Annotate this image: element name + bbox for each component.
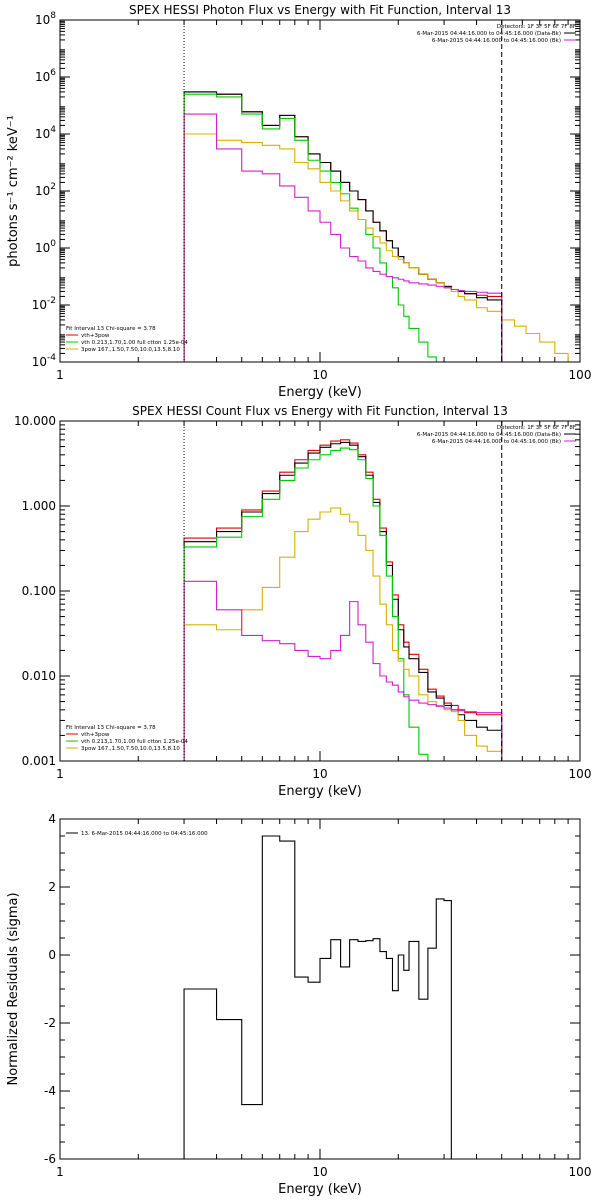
- series-vth: [183, 447, 429, 761]
- data-series: [183, 439, 503, 761]
- legend-entry: vth 0.213,1.70,1.00 full ctton 1.25e-04: [81, 340, 188, 346]
- plot-frame: [59, 420, 581, 762]
- legend-entry: 3pow 167.,1.50,7.50,10.0,13.5,8.10: [81, 746, 180, 752]
- y-tick-exponent: -4: [47, 353, 56, 363]
- y-axis-label: Normalized Residuals (sigma): [6, 892, 21, 1085]
- legend-entry: vth+3pow: [81, 333, 110, 339]
- legend-entry: vth 0.213,1.70,1.00 full ctton 1.25e-04: [81, 739, 188, 745]
- x-axis-label: Energy (keV): [278, 385, 362, 400]
- y-tick-exponent: -2: [47, 296, 56, 306]
- legend-header: Fit Interval 13 Chi-square = 3.78: [66, 725, 156, 731]
- y-tick-label: 2: [48, 880, 56, 894]
- y-tick-label: -4: [44, 1084, 56, 1098]
- y-tick-label: 100: [35, 239, 56, 255]
- y-tick-base: 10: [32, 298, 47, 312]
- x-tick-label: 100: [569, 368, 592, 382]
- x-tick-label: 10: [312, 767, 327, 781]
- x-axis-label: Energy (keV): [278, 784, 362, 799]
- plot-frame: [59, 818, 581, 1160]
- legend-header: Fit Interval 13 Chi-square = 3.78: [66, 326, 156, 332]
- x-tick-label: 100: [569, 1165, 592, 1179]
- y-axis-label: photons s⁻¹ cm⁻² keV⁻¹: [6, 115, 21, 267]
- y-tick-label: 4: [48, 812, 56, 826]
- legend-entry: 6-Mar-2015 04:44:16.000 to 04:45:16.000 …: [432, 38, 561, 44]
- series-background: [183, 113, 503, 362]
- y-tick-label: 102: [35, 182, 56, 198]
- series-fit-total: [183, 439, 503, 761]
- chart-title: SPEX HESSI Count Flux vs Energy with Fit…: [132, 404, 508, 418]
- x-tick-label: 1: [56, 1165, 64, 1179]
- series-residuals: [183, 835, 452, 1159]
- y-tick-exponent: 0: [50, 239, 56, 249]
- series-vth: [183, 93, 437, 362]
- series-3pow: [183, 507, 503, 761]
- chart-title: SPEX HESSI Photon Flux vs Energy with Fi…: [129, 3, 511, 17]
- y-tick-label: 0: [48, 948, 56, 962]
- series-background: [183, 580, 503, 761]
- x-tick-label: 10: [312, 1165, 327, 1179]
- y-tick-label: 0.100: [22, 584, 56, 598]
- y-tick-label: -6: [44, 1152, 56, 1166]
- panel-1: SPEX HESSI Photon Flux vs Energy with Fi…: [6, 3, 591, 400]
- legend-header: Detectors: 1F 3F 5F 6F 7F 8F: [497, 425, 576, 431]
- series-data-minus-bk: [183, 91, 503, 362]
- y-tick-base: 10: [35, 13, 50, 27]
- legend-entry: 6-Mar-2015 04:44:16.000 to 04:45:16.000 …: [417, 432, 561, 438]
- legend-entry: 6-Mar-2015 04:44:16.000 to 04:45:16.000 …: [432, 439, 561, 445]
- y-tick-base: 10: [35, 241, 50, 255]
- y-tick-label: 10-4: [32, 353, 57, 369]
- panel-3: 1 10 100 -6 -4 -2 0 2 4 Energy (keV) Normalized Re…: [6, 812, 591, 1197]
- legend-entry: 3pow 167.,1.50,7.50,10.0,13.5,8.10: [81, 347, 180, 353]
- y-tick-label: 104: [35, 125, 56, 141]
- x-tick-label: 10: [312, 368, 327, 382]
- y-tick-label: 10.000: [14, 414, 56, 428]
- series-fit-total: [183, 91, 503, 362]
- y-tick-exponent: 6: [50, 68, 56, 78]
- y-tick-label: 108: [35, 11, 56, 27]
- y-tick-exponent: 8: [50, 11, 56, 21]
- series-data-minus-bk: [183, 441, 503, 761]
- x-tick-label: 1: [56, 767, 64, 781]
- y-tick-base: 10: [35, 127, 50, 141]
- legend-entry: 13. 6-Mar-2015 04:44:16.000 to 04:45:16.…: [81, 831, 208, 837]
- y-tick-exponent: 4: [50, 125, 56, 135]
- y-tick-exponent: 2: [50, 182, 56, 192]
- y-tick-label: 0.001: [22, 754, 56, 768]
- panel-2: SPEX HESSI Count Flux vs Energy with Fit…: [14, 404, 591, 799]
- y-tick-label: 0.010: [22, 669, 56, 683]
- y-tick-label: 10-2: [32, 296, 56, 312]
- plot-frame: [59, 19, 581, 363]
- legend-entry: 6-Mar-2015 04:44:16.000 to 04:45:16.000 …: [417, 31, 561, 37]
- data-series: [183, 91, 569, 362]
- y-tick-base: 10: [35, 184, 50, 198]
- x-tick-label: 100: [569, 767, 592, 781]
- y-tick-label: -2: [44, 1016, 56, 1030]
- series-3pow: [183, 133, 569, 362]
- y-tick-base: 10: [35, 70, 50, 84]
- legend-entry: vth+3pow: [81, 732, 110, 738]
- legend-header: Detectors: 1F 3F 5F 6F 7F 8F: [497, 24, 576, 30]
- x-tick-label: 1: [56, 368, 64, 382]
- x-axis-label: Energy (keV): [278, 1182, 362, 1197]
- data-series: [183, 835, 452, 1159]
- y-tick-label: 106: [35, 68, 56, 84]
- y-tick-label: 1.000: [22, 499, 56, 513]
- y-tick-base: 10: [32, 355, 47, 369]
